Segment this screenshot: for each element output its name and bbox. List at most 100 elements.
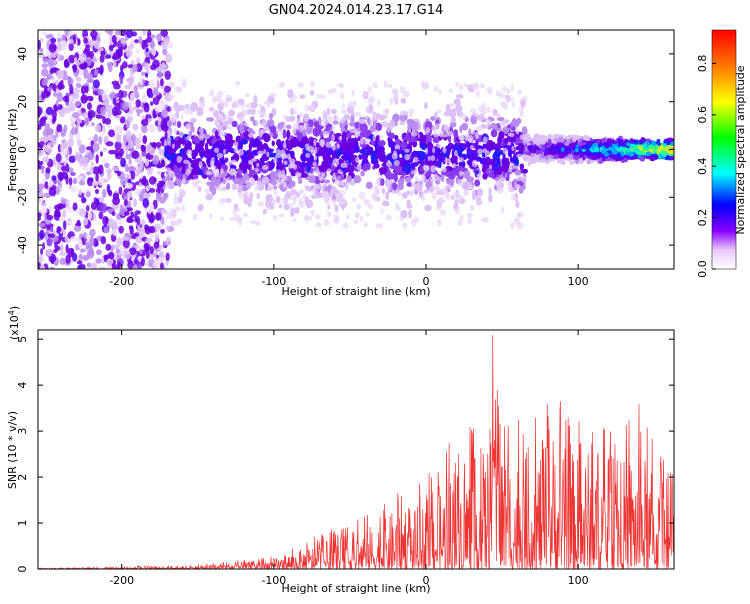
- spectral-blob: [141, 188, 147, 193]
- spectral-blob: [85, 242, 90, 250]
- spectral-blob-faint: [310, 149, 316, 155]
- spectral-blob: [95, 240, 99, 247]
- spectral-blob: [38, 222, 46, 228]
- spectral-blob: [166, 130, 173, 138]
- spectral-blob-faint: [255, 180, 262, 189]
- spectral-blob-faint: [339, 117, 346, 124]
- spectral-blob: [135, 142, 141, 150]
- spectral-blob-faint: [321, 118, 329, 126]
- spectral-blob: [68, 155, 76, 163]
- spectral-blob-faint: [479, 83, 486, 89]
- spectral-blob: [90, 262, 97, 269]
- spectral-blob-faint: [354, 130, 359, 138]
- spectral-blob: [289, 189, 298, 196]
- spectral-blob-faint: [322, 109, 327, 117]
- spectral-blob: [494, 143, 501, 153]
- spectral-blob-faint: [368, 85, 372, 94]
- spectral-blob: [127, 207, 133, 212]
- spectral-blob-faint: [183, 159, 190, 164]
- spectral-blob: [74, 152, 80, 161]
- spectral-blob: [135, 99, 141, 108]
- spectral-blob-faint: [411, 170, 417, 175]
- spectral-blob: [477, 188, 484, 197]
- spectral-blob: [99, 151, 103, 157]
- spectral-blob-faint: [501, 86, 508, 92]
- spectral-blob-faint: [212, 165, 217, 174]
- spectral-blob: [181, 165, 186, 175]
- spectral-blob: [165, 236, 172, 246]
- spectral-blob: [127, 115, 133, 123]
- spectral-blob: [92, 79, 100, 89]
- spectral-blob-faint: [513, 220, 521, 226]
- spectral-blob: [77, 175, 84, 180]
- spectral-blob: [129, 92, 136, 103]
- spectral-blob-faint: [382, 108, 388, 117]
- spectral-blob: [326, 107, 331, 116]
- spectral-blob: [104, 118, 112, 125]
- spectral-blob: [114, 141, 122, 151]
- spectral-blob: [55, 208, 61, 218]
- spectral-blob: [56, 41, 62, 52]
- spectral-blob-faint: [512, 101, 516, 109]
- spectral-blob: [165, 252, 170, 262]
- spectral-blob-faint: [234, 207, 241, 212]
- spectral-blob: [157, 170, 161, 175]
- spectral-blob: [116, 134, 122, 143]
- spectral-blob: [399, 141, 408, 149]
- spectral-blob: [80, 196, 87, 204]
- spectral-blob: [283, 203, 290, 211]
- spectral-blob-faint: [375, 188, 379, 195]
- spectral-blob: [434, 161, 439, 166]
- spectral-blob: [95, 172, 99, 183]
- spectral-blob: [41, 78, 49, 86]
- spectral-blob-faint: [315, 166, 319, 173]
- spectral-blob: [38, 254, 43, 263]
- spectral-blob: [55, 245, 61, 252]
- spectral-blob-faint: [511, 145, 515, 152]
- spectral-blob-faint: [464, 133, 469, 142]
- spectral-blob: [140, 144, 147, 153]
- spectral-blob: [167, 149, 174, 156]
- spectral-blob: [108, 93, 116, 99]
- spectral-blob-faint: [261, 164, 269, 171]
- spectral-blob-faint: [176, 155, 182, 164]
- spectral-blob: [353, 144, 360, 154]
- spectral-blob: [286, 143, 293, 151]
- spectral-blob-faint: [273, 156, 278, 164]
- spectral-blob-faint: [245, 93, 250, 98]
- spectral-blob: [119, 74, 124, 85]
- spectral-blob: [245, 171, 249, 182]
- spectral-blob: [166, 106, 172, 112]
- spectral-blob: [245, 157, 250, 168]
- spectral-blob: [44, 146, 49, 153]
- spectral-blob: [253, 137, 261, 147]
- spectral-blob: [369, 125, 376, 133]
- spectral-blob: [92, 180, 99, 186]
- spectral-blob: [98, 211, 104, 220]
- spectral-blob: [40, 248, 44, 255]
- spectral-blob-faint: [254, 220, 262, 227]
- spectral-blob-faint: [325, 141, 332, 148]
- spectral-blob: [160, 228, 165, 234]
- spectral-blob: [446, 108, 454, 115]
- spectral-blob-faint: [477, 125, 484, 132]
- spectral-blob: [210, 139, 216, 145]
- spectral-blob: [140, 256, 145, 267]
- spectral-blob: [426, 142, 432, 149]
- spectral-blob: [128, 247, 137, 256]
- spectral-blob: [49, 226, 54, 232]
- spectral-blob: [179, 139, 187, 145]
- spectral-blob: [149, 203, 155, 212]
- spectral-blob: [82, 217, 89, 226]
- spectral-blob-faint: [245, 179, 249, 185]
- spectral-blob: [271, 140, 275, 147]
- spectral-blob-faint: [399, 110, 406, 116]
- spectral-blob: [353, 175, 362, 184]
- spectral-blob-faint: [340, 162, 348, 169]
- spectral-blob: [89, 39, 95, 49]
- spectral-blob: [243, 195, 250, 205]
- spectrogram-marks: [38, 30, 674, 269]
- spectral-blob-faint: [506, 88, 511, 95]
- spectral-blob: [113, 125, 122, 135]
- spectral-blob: [57, 182, 62, 187]
